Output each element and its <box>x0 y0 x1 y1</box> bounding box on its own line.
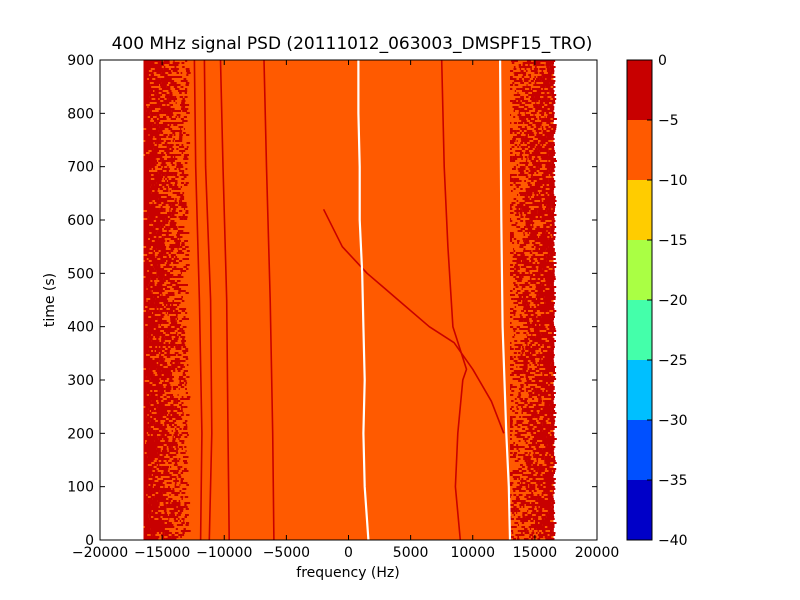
y-tick-label: 600 <box>67 213 94 229</box>
x-tick-label: −5000 <box>263 545 310 561</box>
x-tick-label: 10000 <box>450 545 495 561</box>
colorbar-segment <box>627 360 652 420</box>
colorbar-tick-label: −10 <box>658 173 688 189</box>
x-tick-label: 5000 <box>393 545 429 561</box>
y-tick-label: 700 <box>67 160 94 176</box>
colorbar-segment <box>627 120 652 180</box>
x-tick-label: 15000 <box>513 545 558 561</box>
y-tick-label: 800 <box>67 106 94 122</box>
colorbar-segment <box>627 240 652 300</box>
x-tick-label: −10000 <box>196 545 252 561</box>
colorbar-segment <box>627 60 652 120</box>
colorbar-tick-label: −15 <box>658 233 688 249</box>
signal-trace <box>203 60 213 540</box>
y-tick-label: 300 <box>67 373 94 389</box>
gap-trace <box>499 60 512 540</box>
x-axis-label: frequency (Hz) <box>296 565 399 581</box>
colorbar-tick-label: −5 <box>658 113 679 129</box>
signal-trace <box>263 60 275 540</box>
colorbar-segment <box>627 420 652 480</box>
noise-band <box>509 60 557 540</box>
y-tick-label: 200 <box>67 426 94 442</box>
x-tick-label: 0 <box>344 545 353 561</box>
colorbar-tick-label: 0 <box>658 53 667 69</box>
y-axis-label: time (s) <box>42 273 58 327</box>
signal-trace <box>440 60 468 540</box>
colorbar-tick-label: −30 <box>658 413 688 429</box>
y-axis: 0 100 200 300 400 500 600 700 800 900 <box>67 53 597 549</box>
signal-trace <box>219 60 230 540</box>
colorbar-segment <box>627 180 652 240</box>
y-tick-label: 900 <box>67 53 94 69</box>
signal-trace <box>322 208 505 434</box>
colorbar-segment <box>627 300 652 360</box>
x-axis: −20000 −15000 −10000 −5000 0 5000 10000 15000 20… <box>72 60 619 561</box>
colorbar-tick-label: −20 <box>658 293 688 309</box>
spectrogram <box>143 60 557 540</box>
colorbar: −40 −35 −30 −25 −20 −15 −10 −5 0 <box>626 53 688 549</box>
y-tick-label: 100 <box>67 480 94 496</box>
noise-band <box>143 60 191 540</box>
colorbar-tick-label: −40 <box>658 533 688 549</box>
x-tick-label: 20000 <box>575 545 620 561</box>
x-tick-label: −15000 <box>134 545 190 561</box>
y-tick-label: 0 <box>85 533 94 549</box>
y-tick-label: 400 <box>67 320 94 336</box>
colorbar-tick-label: −25 <box>658 353 688 369</box>
colorbar-segment <box>627 480 652 540</box>
x-tick-label: −20000 <box>72 545 128 561</box>
y-tick-label: 500 <box>67 266 94 282</box>
gap-trace <box>357 60 370 540</box>
chart-title: 400 MHz signal PSD (20111012_063003_DMSP… <box>112 34 593 54</box>
colorbar-tick-label: −35 <box>658 473 688 489</box>
plot-area <box>99 59 598 541</box>
signal-trace <box>193 60 203 540</box>
